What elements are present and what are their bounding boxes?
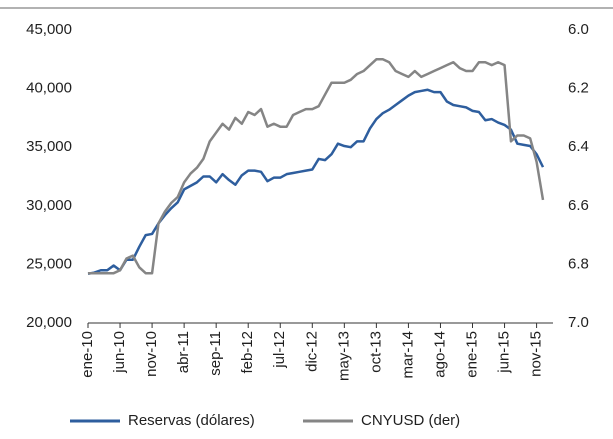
y2-tick-label: 6.6	[568, 197, 589, 214]
x-tick-label: abr-11	[175, 331, 192, 373]
series-line	[87, 88, 545, 276]
x-tick-label: nov-15	[528, 331, 545, 377]
legend-label: Reservas (dólares)	[128, 412, 255, 429]
y2-tick-label: 7.0	[568, 314, 589, 331]
y-tick-label: 25,000	[26, 255, 72, 272]
x-tick-label: nov-10	[143, 331, 160, 377]
x-tick-label: ago-14	[431, 331, 448, 378]
series-line	[88, 58, 545, 275]
x-tick-label: may-13	[335, 331, 352, 381]
y-tick-label: 45,000	[26, 21, 72, 38]
y2-tick-label: 6.8	[568, 255, 589, 272]
y-tick-label: 30,000	[26, 197, 72, 214]
y-tick-label: 20,000	[26, 314, 72, 331]
y2-tick-label: 6.0	[568, 21, 589, 38]
x-tick-label: sep-11	[207, 331, 224, 376]
y2-tick-label: 6.4	[568, 138, 589, 155]
x-tick-label: ene-15	[463, 331, 480, 378]
x-tick-label: oct-13	[367, 331, 384, 373]
y2-tick-label: 6.2	[568, 80, 589, 97]
legend-label: CNYUSD (der)	[361, 412, 460, 429]
x-tick-label: mar-14	[399, 331, 416, 379]
x-tick-label: jun-15	[496, 331, 513, 374]
x-tick-label: jun-10	[111, 331, 128, 374]
x-tick-label: ene-10	[79, 331, 96, 378]
x-tick-label: jul-12	[271, 331, 288, 369]
y-tick-label: 35,000	[26, 138, 72, 155]
y-tick-label: 40,000	[26, 80, 72, 97]
x-tick-label: dic-12	[303, 331, 320, 372]
x-tick-label: feb-12	[239, 331, 256, 374]
